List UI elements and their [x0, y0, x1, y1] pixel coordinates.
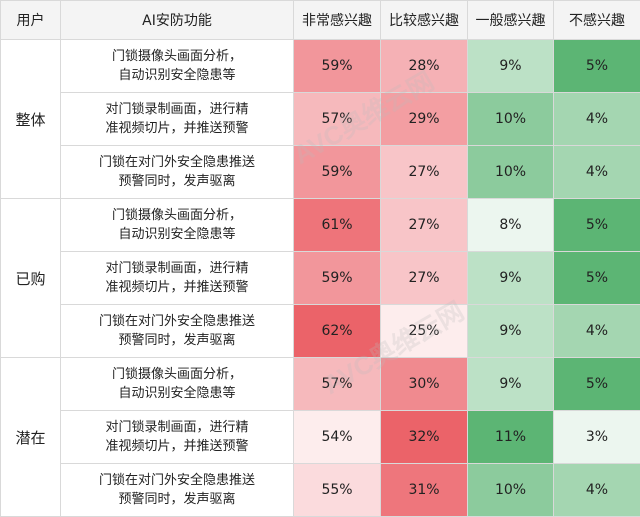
header-neutral: 一般感兴趣: [468, 1, 554, 40]
value-cell: 3%: [554, 411, 640, 464]
value-cell: 9%: [468, 40, 554, 93]
group-potential: 潜在: [1, 358, 61, 517]
value-cell: 10%: [468, 93, 554, 146]
value-cell: 30%: [381, 358, 468, 411]
feature-label: 门锁摄像头画面分析， 自动识别安全隐患等: [61, 358, 294, 411]
value-cell: 28%: [381, 40, 468, 93]
header-feature: AI安防功能: [61, 1, 294, 40]
value-cell: 8%: [468, 199, 554, 252]
value-cell: 10%: [468, 146, 554, 199]
value-cell: 59%: [294, 40, 381, 93]
value-cell: 29%: [381, 93, 468, 146]
table-row: 对门锁录制画面，进行精 准视频切片，并推送预警 54% 32% 11% 3%: [1, 411, 640, 464]
value-cell: 4%: [554, 146, 640, 199]
feature-label: 门锁摄像头画面分析， 自动识别安全隐患等: [61, 40, 294, 93]
value-cell: 59%: [294, 252, 381, 305]
value-cell: 62%: [294, 305, 381, 358]
feature-label: 对门锁录制画面，进行精 准视频切片，并推送预警: [61, 252, 294, 305]
feature-label: 门锁在对门外安全隐患推送 预警同时，发声驱离: [61, 146, 294, 199]
value-cell: 4%: [554, 93, 640, 146]
value-cell: 4%: [554, 305, 640, 358]
value-cell: 27%: [381, 146, 468, 199]
value-cell: 57%: [294, 93, 381, 146]
group-overall: 整体: [1, 40, 61, 199]
value-cell: 57%: [294, 358, 381, 411]
feature-label: 门锁在对门外安全隐患推送 预警同时，发声驱离: [61, 305, 294, 358]
value-cell: 11%: [468, 411, 554, 464]
table-row: 整体 门锁摄像头画面分析， 自动识别安全隐患等 59% 28% 9% 5%: [1, 40, 640, 93]
header-very-interested: 非常感兴趣: [294, 1, 381, 40]
value-cell: 61%: [294, 199, 381, 252]
header-fairly-interested: 比较感兴趣: [381, 1, 468, 40]
feature-label: 对门锁录制画面，进行精 准视频切片，并推送预警: [61, 411, 294, 464]
feature-label: 对门锁录制画面，进行精 准视频切片，并推送预警: [61, 93, 294, 146]
header-row: 用户 AI安防功能 非常感兴趣 比较感兴趣 一般感兴趣 不感兴趣: [1, 1, 640, 40]
value-cell: 9%: [468, 358, 554, 411]
value-cell: 9%: [468, 252, 554, 305]
value-cell: 59%: [294, 146, 381, 199]
value-cell: 54%: [294, 411, 381, 464]
table-row: 已购 门锁摄像头画面分析， 自动识别安全隐患等 61% 27% 8% 5%: [1, 199, 640, 252]
table-row: 对门锁录制画面，进行精 准视频切片，并推送预警 59% 27% 9% 5%: [1, 252, 640, 305]
header-user: 用户: [1, 1, 61, 40]
value-cell: 5%: [554, 252, 640, 305]
table-row: 门锁在对门外安全隐患推送 预警同时，发声驱离 59% 27% 10% 4%: [1, 146, 640, 199]
table-row: 门锁在对门外安全隐患推送 预警同时，发声驱离 62% 25% 9% 4%: [1, 305, 640, 358]
table-row: 对门锁录制画面，进行精 准视频切片，并推送预警 57% 29% 10% 4%: [1, 93, 640, 146]
value-cell: 5%: [554, 199, 640, 252]
table-row: 潜在 门锁摄像头画面分析， 自动识别安全隐患等 57% 30% 9% 5%: [1, 358, 640, 411]
value-cell: 9%: [468, 305, 554, 358]
value-cell: 25%: [381, 305, 468, 358]
value-cell: 32%: [381, 411, 468, 464]
header-not-interested: 不感兴趣: [554, 1, 640, 40]
value-cell: 27%: [381, 199, 468, 252]
value-cell: 5%: [554, 358, 640, 411]
group-purchased: 已购: [1, 199, 61, 358]
feature-label: 门锁摄像头画面分析， 自动识别安全隐患等: [61, 199, 294, 252]
value-cell: 5%: [554, 40, 640, 93]
value-cell: 27%: [381, 252, 468, 305]
